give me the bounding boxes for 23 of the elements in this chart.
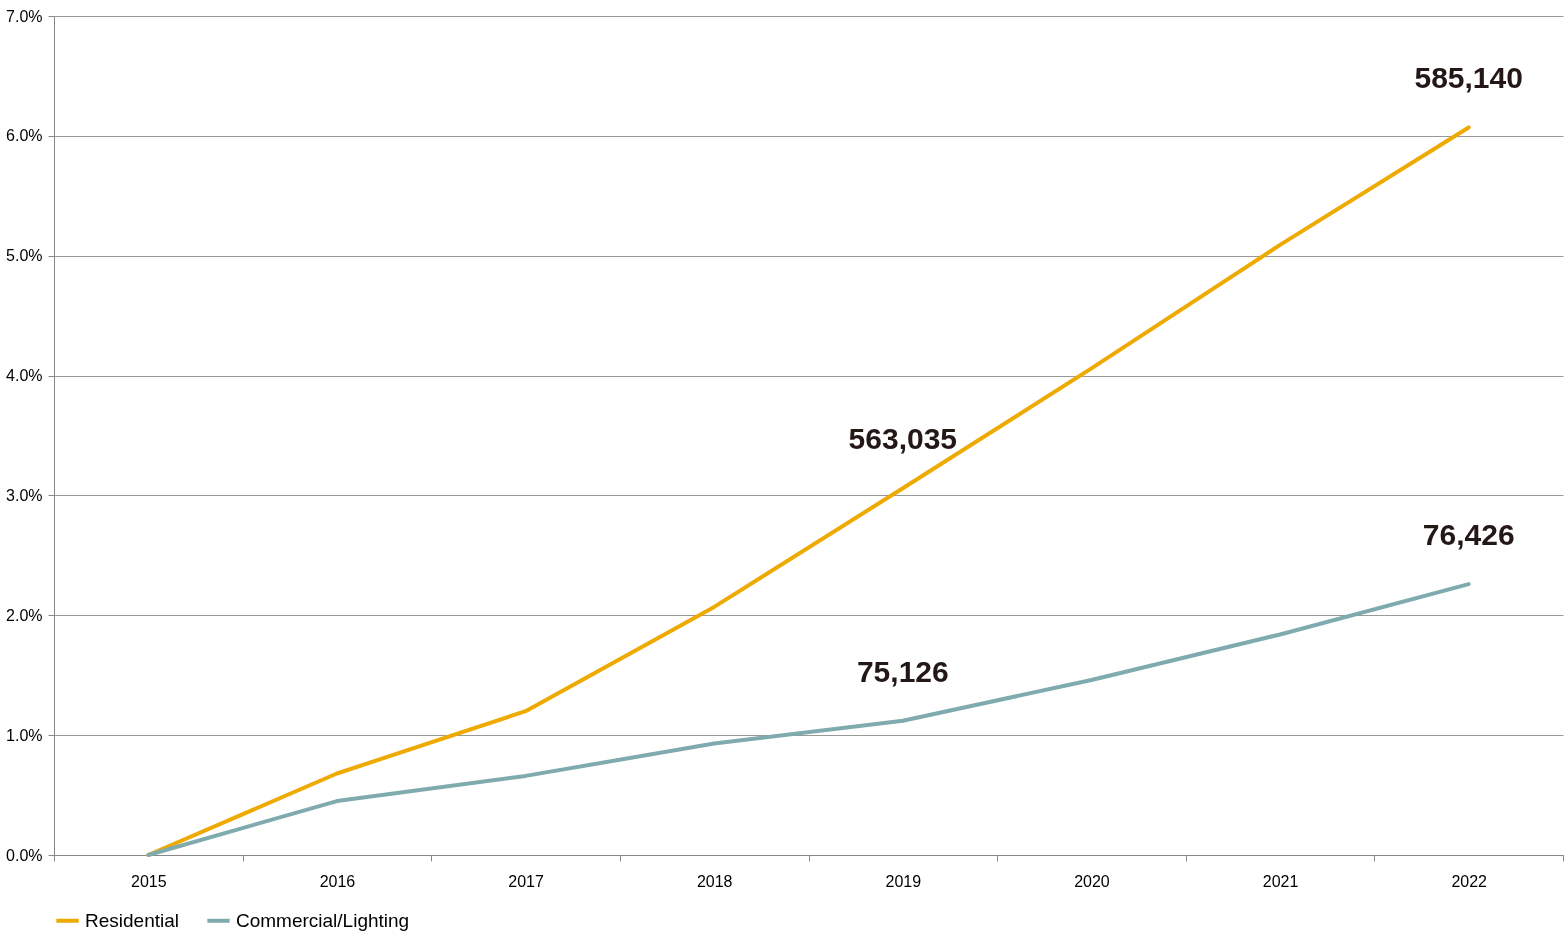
annotation: 75,126 bbox=[856, 654, 949, 688]
x-tick-label: 2018 bbox=[696, 872, 733, 890]
x-tick-label: 2019 bbox=[885, 872, 922, 890]
x-tick-label: 2017 bbox=[508, 872, 544, 890]
y-tick-label: 7.0% bbox=[6, 7, 43, 25]
annotation: 76,426 bbox=[1422, 518, 1515, 552]
y-tick-label: 2.0% bbox=[6, 606, 43, 624]
line-series bbox=[146, 582, 1471, 857]
y-tick-label: 1.0% bbox=[6, 726, 43, 744]
y-tick-label: 3.0% bbox=[6, 486, 43, 504]
legend-label: Residential bbox=[85, 909, 179, 931]
x-tick-label: 2016 bbox=[319, 872, 356, 890]
y-tick-label: 6.0% bbox=[6, 127, 43, 145]
annotation: 563,035 bbox=[848, 422, 958, 456]
y-tick-label: 0.0% bbox=[6, 846, 43, 864]
x-tick-label: 2015 bbox=[131, 872, 167, 890]
y-tick-label: 5.0% bbox=[6, 247, 43, 265]
y-tick-label: 4.0% bbox=[6, 367, 43, 385]
x-tick-label: 2021 bbox=[1262, 872, 1299, 890]
annotation: 585,140 bbox=[1414, 61, 1523, 95]
x-tick-label: 2022 bbox=[1451, 872, 1488, 890]
x-tick-label: 2020 bbox=[1074, 872, 1110, 890]
legend-label: Commercial/Lighting bbox=[236, 909, 410, 931]
